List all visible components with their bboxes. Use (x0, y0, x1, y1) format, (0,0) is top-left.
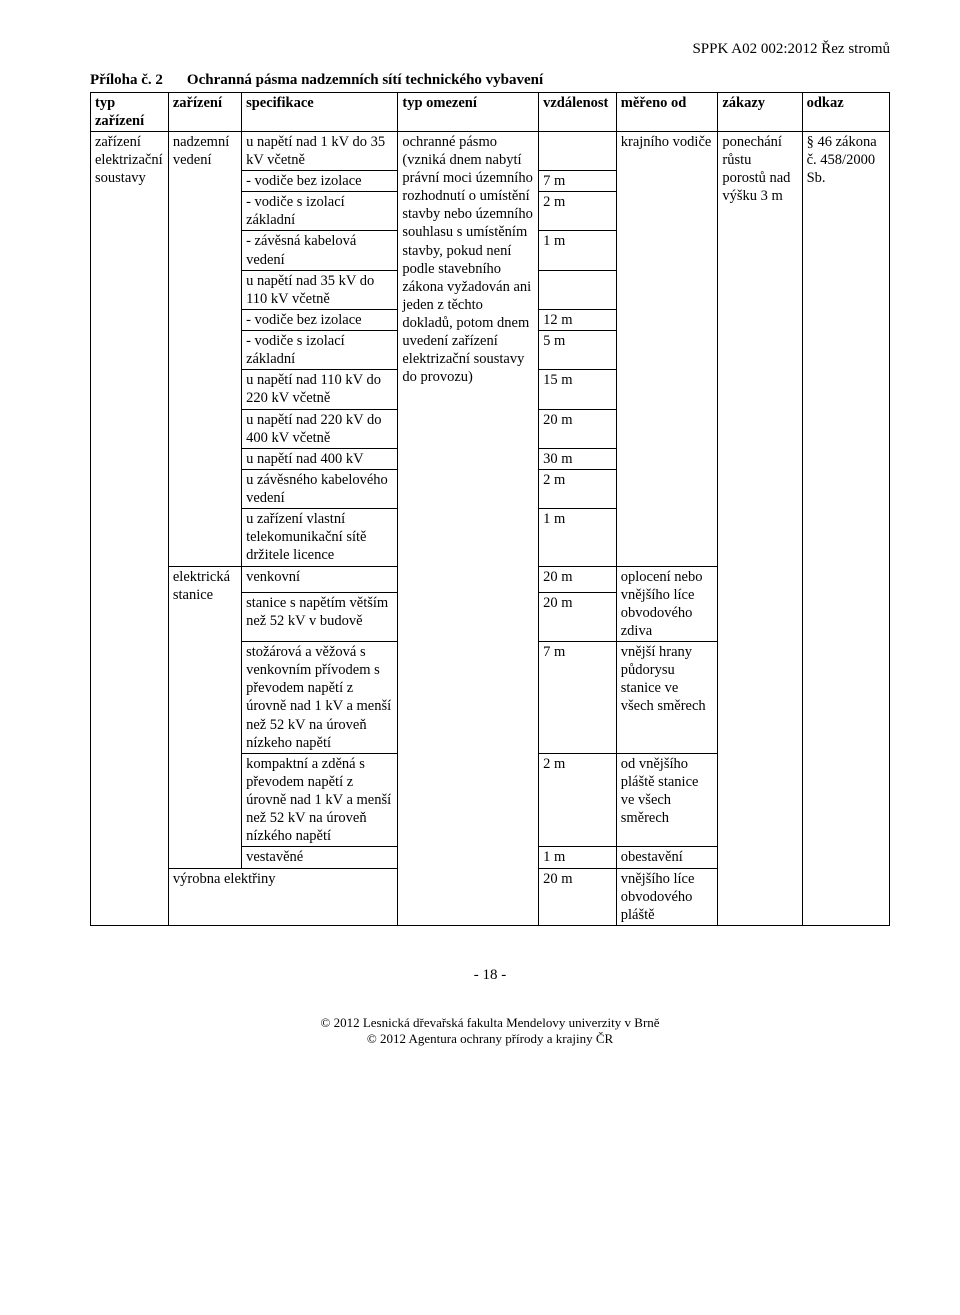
cell-spec: - závěsná kabelová vedení (242, 231, 398, 270)
page-container: SPPK A02 002:2012 Řez stromů Příloha č. … (0, 0, 960, 1077)
cell-zarizeni: výrobna elektřiny (168, 868, 398, 925)
cell-spec: - vodiče s izolací základní (242, 331, 398, 370)
cell-odkaz: § 46 zákona č. 458/2000 Sb. (802, 131, 889, 925)
cell-spec: u zařízení vlastní telekomunikační sítě … (242, 509, 398, 566)
cell-spec: stožárová a věžová s venkovním přívodem … (242, 642, 398, 754)
cell-spec: venkovní (242, 566, 398, 592)
main-table: typ zařízení zařízení specifikace typ om… (90, 92, 890, 926)
heading-line: Příloha č. 2 Ochranná pásma nadzemních s… (90, 71, 890, 90)
footer: © 2012 Lesnická dřevařská fakulta Mendel… (90, 1015, 890, 1048)
cell-mereno: obestavění (616, 847, 718, 868)
cell-mereno: od vnějšího pláště stanice ve všech směr… (616, 753, 718, 847)
cell-zarizeni: elektrická stanice (168, 566, 241, 868)
cell-vzd: 7 m (539, 642, 617, 754)
cell-spec: - vodiče bez izolace (242, 309, 398, 330)
table-row: zařízení elektrizační soustavy nadzemní … (91, 131, 890, 170)
col-zarizeni: zařízení (168, 92, 241, 131)
cell-spec: vestavěné (242, 847, 398, 868)
cell-vzd: 12 m (539, 309, 617, 330)
cell-spec: u napětí nad 220 kV do 400 kV včetně (242, 409, 398, 448)
cell-vzd: 7 m (539, 171, 617, 192)
cell-vzd: 1 m (539, 231, 617, 270)
col-mereno-od: měřeno od (616, 92, 718, 131)
cell-zakazy: ponechání růstu porostů nad výšku 3 m (718, 131, 802, 925)
cell-omezeni: ochranné pásmo (vzniká dnem nabytí právn… (398, 131, 539, 925)
cell-spec: - vodiče bez izolace (242, 171, 398, 192)
cell-vzd: 2 m (539, 469, 617, 508)
col-zakazy: zákazy (718, 92, 802, 131)
cell-vzd: 20 m (539, 592, 617, 641)
cell-spec: u napětí nad 400 kV (242, 448, 398, 469)
cell-vzd (539, 131, 617, 170)
cell-typ-zarizeni: zařízení elektrizační soustavy (91, 131, 169, 925)
cell-vzd: 15 m (539, 370, 617, 409)
page-number: - 18 - (90, 966, 890, 985)
cell-vzd: 1 m (539, 847, 617, 868)
cell-vzd: 20 m (539, 566, 617, 592)
cell-zarizeni: nadzemní vedení (168, 131, 241, 566)
cell-spec: - vodiče s izolací základní (242, 192, 398, 231)
cell-mereno: oplocení nebo vnějšího líce obvodového z… (616, 566, 718, 642)
cell-mereno: krajního vodiče (616, 131, 718, 566)
cell-spec: u napětí nad 110 kV do 220 kV včetně (242, 370, 398, 409)
cell-spec: stanice s napětím větším než 52 kV v bud… (242, 592, 398, 641)
cell-vzd: 2 m (539, 192, 617, 231)
col-typ-omezeni: typ omezení (398, 92, 539, 131)
cell-vzd: 5 m (539, 331, 617, 370)
cell-vzd: 1 m (539, 509, 617, 566)
cell-vzd: 30 m (539, 448, 617, 469)
cell-vzd: 20 m (539, 868, 617, 925)
cell-spec: u napětí nad 1 kV do 35 kV včetně (242, 131, 398, 170)
heading-left: Příloha č. 2 (90, 71, 163, 90)
footer-line-1: © 2012 Lesnická dřevařská fakulta Mendel… (90, 1015, 890, 1031)
col-odkaz: odkaz (802, 92, 889, 131)
cell-mereno: vnější hrany půdorysu stanice ve všech s… (616, 642, 718, 754)
col-specifikace: specifikace (242, 92, 398, 131)
cell-spec: u napětí nad 35 kV do 110 kV včetně (242, 270, 398, 309)
col-typ-zarizeni: typ zařízení (91, 92, 169, 131)
col-vzdalenost: vzdálenost (539, 92, 617, 131)
cell-spec: kompaktní a zděná s převodem napětí z úr… (242, 753, 398, 847)
heading-right: Ochranná pásma nadzemních sítí technické… (187, 71, 543, 90)
cell-mereno: vnějšího líce obvodového pláště (616, 868, 718, 925)
cell-vzd: 2 m (539, 753, 617, 847)
cell-vzd (539, 270, 617, 309)
cell-spec: u závěsného kabelového vedení (242, 469, 398, 508)
footer-line-2: © 2012 Agentura ochrany přírody a krajin… (90, 1031, 890, 1047)
table-header-row: typ zařízení zařízení specifikace typ om… (91, 92, 890, 131)
cell-vzd: 20 m (539, 409, 617, 448)
document-header: SPPK A02 002:2012 Řez stromů (90, 40, 890, 59)
